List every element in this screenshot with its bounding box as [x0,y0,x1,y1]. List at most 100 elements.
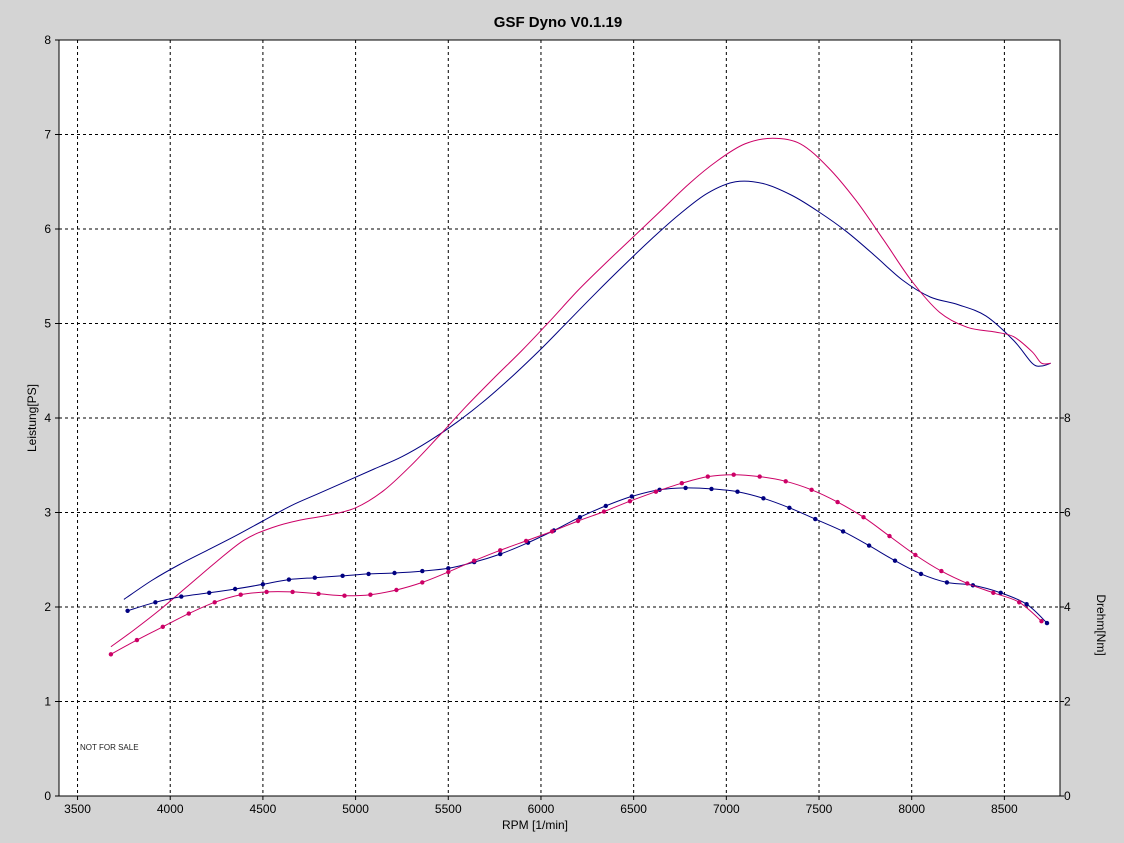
y-left-tick-label: 0 [44,789,51,803]
series-line-1 [110,137,1051,648]
data-point-2 [392,570,397,576]
data-point-3 [160,624,165,629]
data-point-3 [108,652,114,657]
data-point-2 [260,582,266,587]
data-point-3 [601,509,607,514]
x-tick-label: 7000 [713,802,740,816]
data-point-3 [134,637,140,643]
grid-lines [59,40,1060,796]
y-right-tick-label: 8 [1064,411,1071,425]
data-point-3 [705,474,710,479]
data-point-2 [153,600,158,605]
y-right-tick-label: 6 [1064,506,1071,520]
data-point-2 [498,551,503,557]
x-tick-label: 8500 [991,802,1018,816]
data-point-2 [125,608,130,613]
data-point-3 [212,600,217,605]
x-tick-label: 3500 [64,802,91,816]
data-point-3 [549,529,555,534]
x-tick-label: 6000 [528,802,555,816]
x-tick-label: 5500 [435,802,462,816]
data-point-2 [312,575,317,580]
data-point-3 [991,590,996,595]
data-point-2 [918,571,924,577]
data-point-3 [186,611,191,616]
data-point-3 [368,592,373,597]
data-point-2 [577,515,583,520]
chart-title: GSF Dyno V0.1.19 [494,14,622,31]
x-tick-label: 8000 [898,802,925,816]
y-axis-right-label: Drehm[Nm] [1094,594,1108,655]
y-left-tick-label: 6 [44,222,51,236]
series-group [108,137,1051,657]
data-point-2 [813,516,818,522]
data-point-2 [998,590,1003,595]
data-point-2 [1044,620,1050,626]
y-left-tick-label: 7 [44,128,51,142]
x-tick-label: 4000 [157,802,184,816]
x-tick-label: 6500 [620,802,647,816]
data-point-3 [861,515,866,520]
data-point-3 [472,558,477,563]
data-point-2 [787,505,792,510]
y-left-tick-label: 2 [44,600,51,614]
data-point-2 [603,503,608,509]
data-point-2 [683,485,688,491]
data-point-2 [840,529,846,534]
x-tick-label: 5000 [342,802,369,816]
data-point-3 [627,499,633,504]
data-point-3 [809,487,814,492]
data-point-3 [575,518,581,524]
series-line-0 [123,180,1051,600]
tick-labels: 3500 4000 4500 5000 5500 6000 6500 7000 7500 8000… [44,33,1071,816]
data-point-3 [757,474,762,479]
data-point-3 [783,479,788,484]
data-point-2 [420,568,425,574]
data-point-3 [446,569,451,575]
y-right-tick-label: 4 [1064,600,1071,614]
y-right-tick-label: 2 [1064,695,1071,709]
data-point-3 [939,568,944,574]
data-point-3 [498,548,503,553]
data-point-3 [965,581,970,586]
data-point-2 [1024,602,1029,607]
data-point-2 [446,566,451,571]
data-point-2 [709,486,714,492]
data-point-3 [238,592,243,597]
data-point-3 [653,489,659,494]
data-point-2 [735,489,740,494]
data-point-2 [944,580,950,585]
data-point-3 [264,589,269,595]
x-axis-label: RPM [1/min] [502,818,568,832]
data-point-3 [887,533,892,539]
y-left-tick-label: 5 [44,317,51,331]
y-right-tick-label: 0 [1064,789,1071,803]
y-axis-left-label: Leistung[PS] [25,384,39,452]
data-point-3 [1039,619,1044,624]
data-point-2 [207,590,212,595]
data-point-3 [731,472,736,477]
data-point-3 [316,591,321,596]
data-point-3 [679,481,684,486]
y-left-tick-label: 4 [44,411,51,425]
y-left-tick-label: 8 [44,33,51,47]
data-point-2 [286,577,292,582]
data-point-2 [340,573,345,578]
data-point-3 [523,538,529,544]
y-left-tick-label: 3 [44,506,51,520]
x-tick-label: 4500 [250,802,277,816]
data-point-2 [892,558,898,563]
y-left-tick-label: 1 [44,695,51,709]
data-point-3 [420,580,425,585]
data-point-3 [835,499,840,505]
data-point-2 [179,594,184,599]
data-point-2 [629,494,634,499]
data-point-2 [761,496,766,501]
data-point-2 [232,586,238,592]
x-tick-label: 7500 [806,802,833,816]
data-point-2 [866,543,872,548]
data-point-3 [290,589,295,595]
data-point-2 [366,571,371,577]
